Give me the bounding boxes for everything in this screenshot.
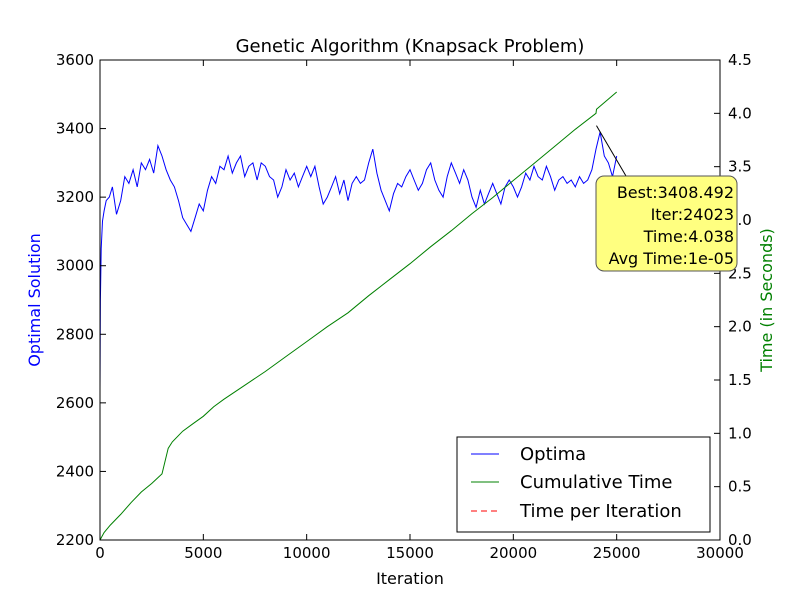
legend-label-optima: Optima: [520, 444, 586, 465]
y-left-tick-label: 2800: [56, 325, 94, 343]
y-right-tick-label: 1.5: [728, 371, 752, 389]
y-left-tick-label: 3000: [56, 257, 94, 275]
y-left-tick-label: 3200: [56, 188, 94, 206]
legend-label-cumulative-time: Cumulative Time: [520, 472, 673, 493]
legend-label-time-per-iteration: Time per Iteration: [519, 501, 682, 522]
y-left-tick-label: 2200: [56, 531, 94, 549]
y-left-tick-label: 3400: [56, 120, 94, 138]
x-tick-label: 30000: [696, 544, 744, 562]
legend: Optima Cumulative Time Time per Iteratio…: [456, 436, 711, 533]
chart-title: Genetic Algorithm (Knapsack Problem): [236, 36, 585, 57]
y-left-tick-label: 3600: [56, 51, 94, 69]
y-right-tick-label: 3.5: [728, 158, 752, 176]
y-right-tick-label: 4.0: [728, 104, 752, 122]
x-tick-label: 0: [95, 544, 105, 562]
y-axis-left-label: Optimal Solution: [25, 233, 44, 367]
y-right-tick-label: 4.5: [728, 51, 752, 69]
annotation-arrow: [596, 125, 627, 177]
series-line-optima: [99, 131, 618, 390]
y-left-tick-label: 2600: [56, 394, 94, 412]
annotation-best: Best:3408.492: [617, 183, 734, 202]
y-right-tick-label: 2.0: [728, 318, 752, 336]
x-tick-label: 10000: [283, 544, 331, 562]
legend-box: [456, 436, 711, 533]
x-axis: 0 5000 10000 15000 20000 25000 30000: [95, 60, 744, 562]
y-axis-right-label: Time (in Seconds): [757, 228, 776, 373]
annotation-avg-time: Avg Time:1e-05: [609, 249, 734, 268]
x-tick-label: 25000: [593, 544, 641, 562]
x-tick-label: 5000: [184, 544, 222, 562]
y-left-tick-label: 2400: [56, 462, 94, 480]
x-axis-label: Iteration: [376, 569, 444, 588]
y-right-tick-label: 0.5: [728, 478, 752, 496]
y-axis-left: 2200 2400 2600 2800 3000 3200 3400 3600: [56, 51, 106, 549]
best-annotation: Best:3408.492 Iter:24023 Time:4.038 Avg …: [595, 125, 738, 272]
x-tick-label: 15000: [386, 544, 434, 562]
x-tick-label: 20000: [489, 544, 537, 562]
annotation-iter: Iter:24023: [651, 205, 734, 224]
y-right-tick-label: 0.0: [728, 531, 752, 549]
y-right-tick-label: 1.0: [728, 424, 752, 442]
series-line-cumulative-time: [99, 91, 618, 541]
annotation-box: [595, 175, 738, 272]
annotation-time: Time:4.038: [643, 227, 734, 246]
y-axis-right: 0.00.51.01.52.02.53.03.54.04.5: [714, 51, 752, 549]
